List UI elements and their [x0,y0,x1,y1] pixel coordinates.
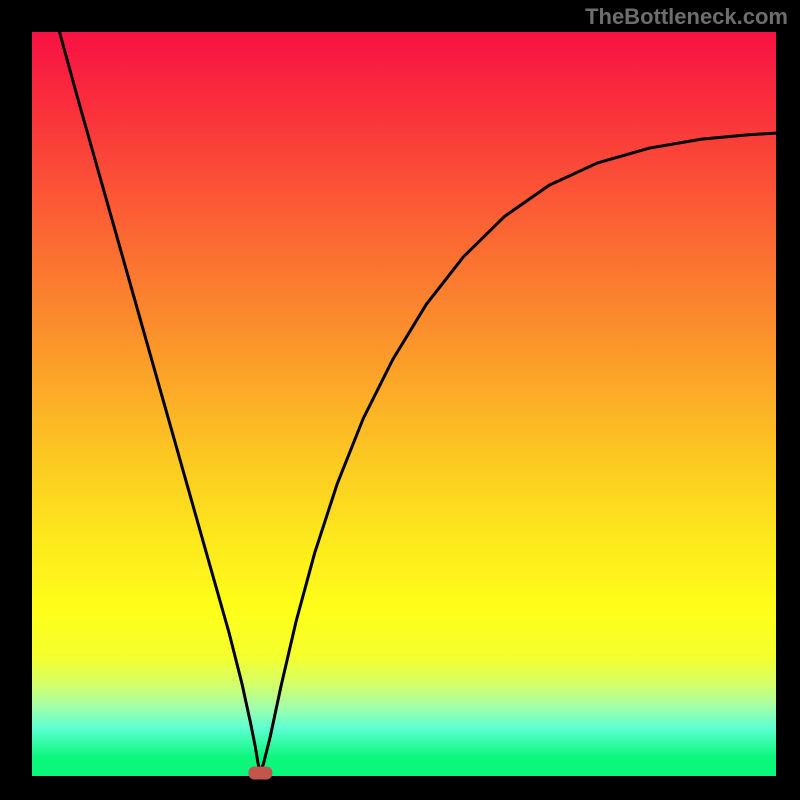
watermark-text: TheBottleneck.com [585,4,788,30]
dip-marker [248,767,272,780]
chart-container: TheBottleneck.com [0,0,800,800]
bottleneck-chart-svg [0,0,800,800]
plot-background [32,32,776,776]
